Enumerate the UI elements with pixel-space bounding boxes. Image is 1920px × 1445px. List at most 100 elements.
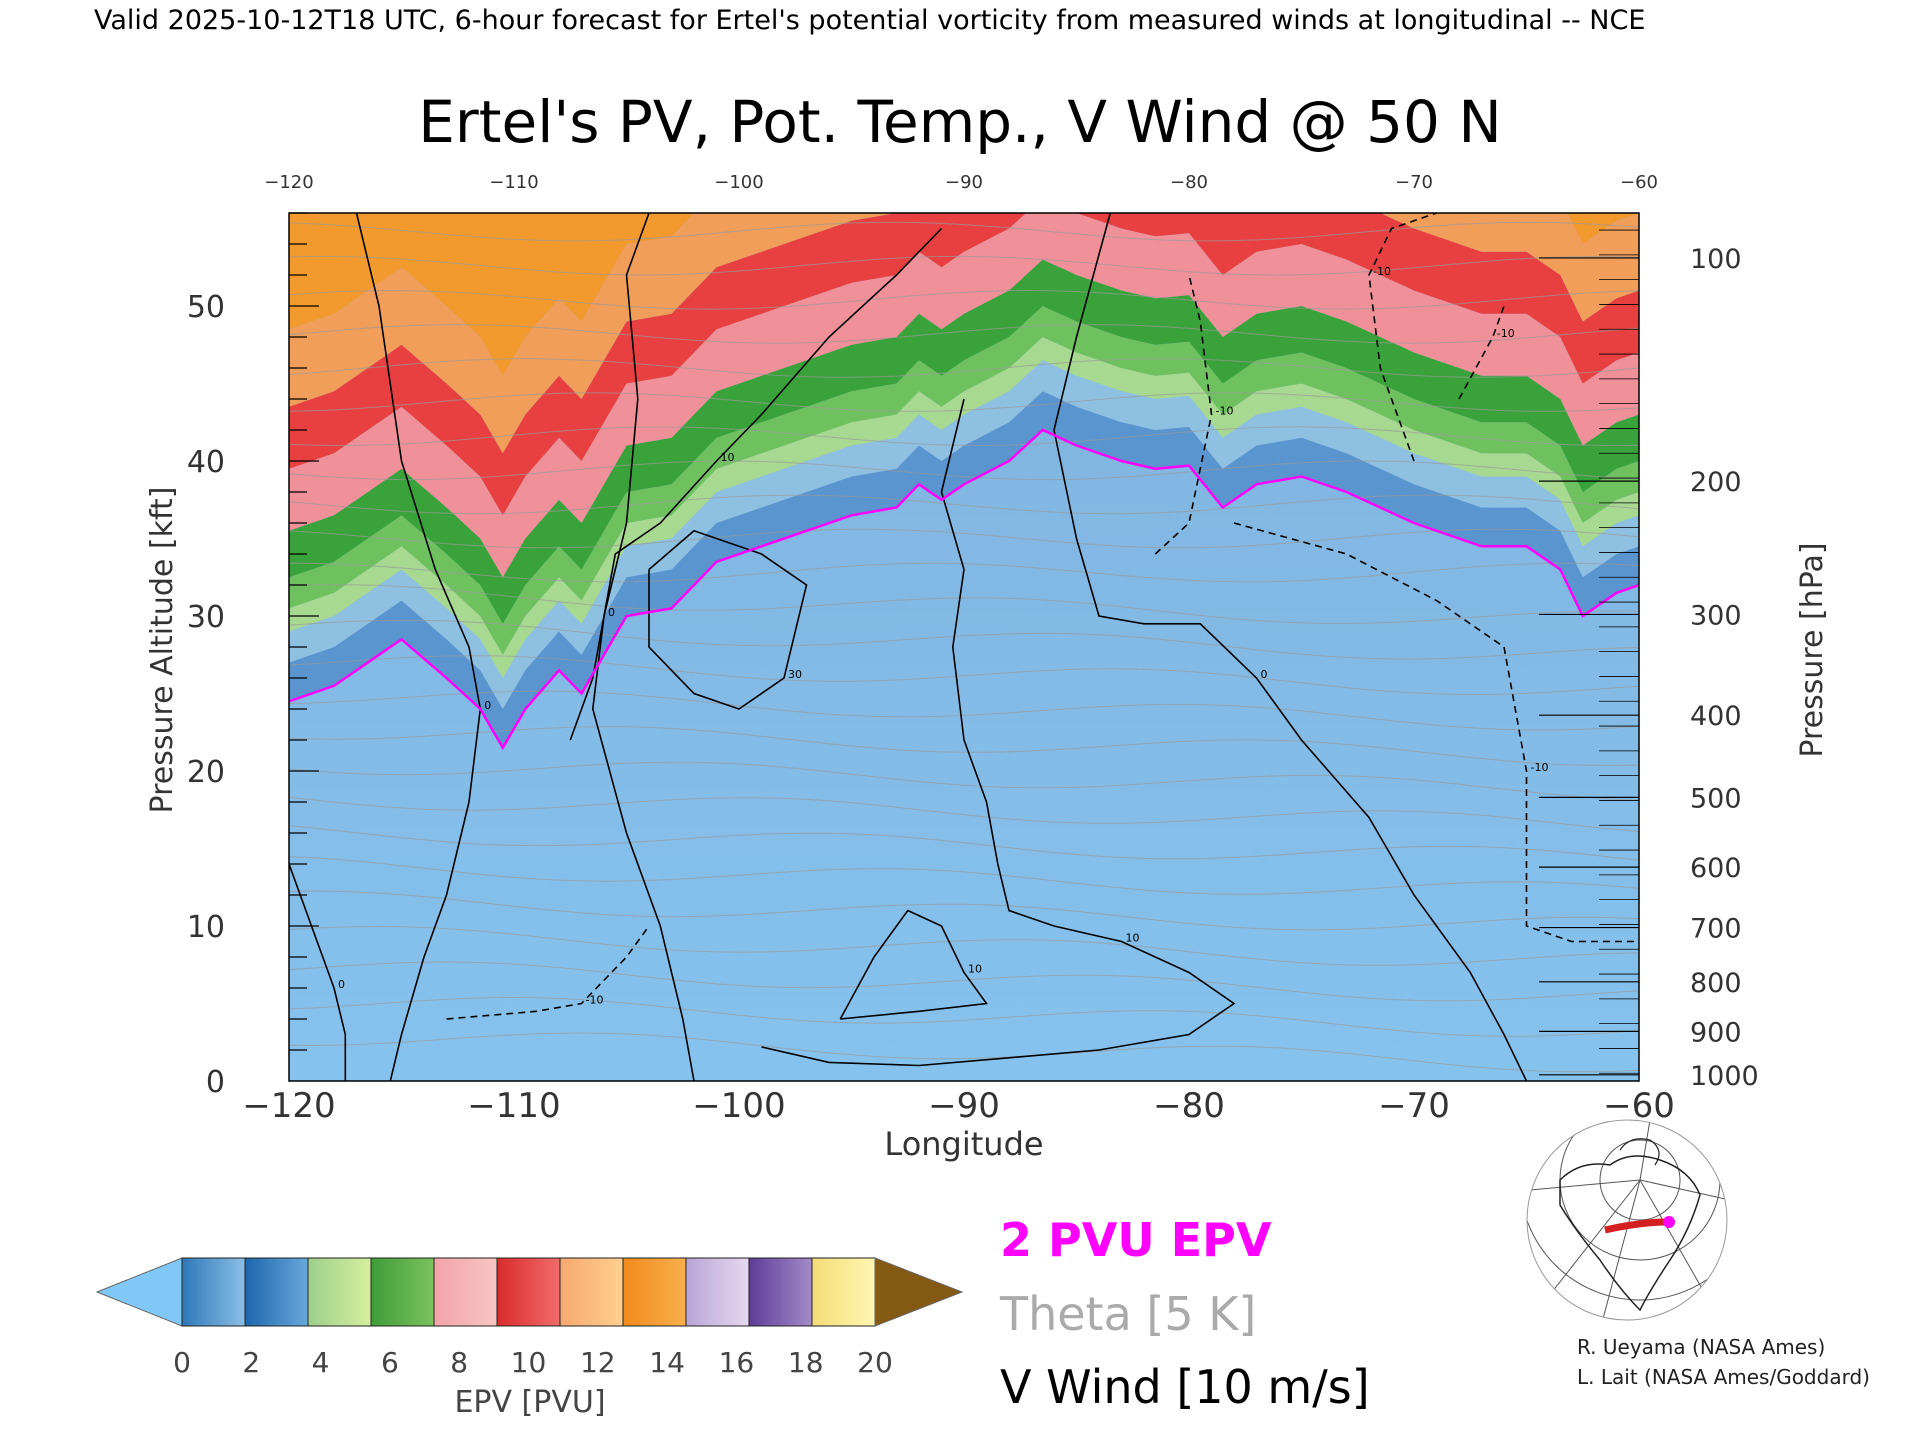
pv-band-5 bbox=[289, 213, 1639, 578]
v-wind-contour-7 bbox=[648, 529, 808, 710]
x-bottom-tick-label: −90 bbox=[928, 1086, 1000, 1126]
credit-2: L. Lait (NASA Ames/Goddard) bbox=[1577, 1365, 1870, 1389]
v-wind-contour-label: 0 bbox=[1261, 668, 1268, 681]
pv-band-4 bbox=[289, 259, 1639, 624]
y-axis-right-label: Pressure [hPa] bbox=[1795, 542, 1830, 757]
line-key: 2 PVU EPV Theta [5 K] V Wind [10 m/s] bbox=[999, 1213, 1370, 1414]
colorbar-tick-label: 12 bbox=[580, 1346, 616, 1379]
theta-isentrope bbox=[289, 358, 1639, 378]
theta-isentropes bbox=[289, 221, 1639, 1073]
y-right-tick-label: 100 bbox=[1690, 244, 1742, 275]
pv-band-0 bbox=[289, 391, 1639, 748]
v-wind-contour-3 bbox=[1053, 213, 1528, 1081]
y-right-tick-label: 800 bbox=[1690, 968, 1742, 999]
pv-band-3 bbox=[289, 306, 1639, 655]
x-top-tick-label: −90 bbox=[945, 172, 983, 193]
v-wind-contour-label: 0 bbox=[608, 606, 615, 619]
y-right-tick-label: 400 bbox=[1690, 701, 1742, 732]
x-top-tick-label: −100 bbox=[714, 172, 763, 193]
theta-isentrope bbox=[289, 528, 1639, 549]
y-right-tick-label: 900 bbox=[1690, 1017, 1742, 1048]
colorbar-tick-label: 0 bbox=[173, 1346, 191, 1379]
theta-isentrope bbox=[289, 856, 1639, 895]
x-axis-label: Longitude bbox=[884, 1125, 1043, 1163]
colorbar-tick-label: 4 bbox=[312, 1346, 330, 1379]
y-right-tick-label: 500 bbox=[1690, 783, 1742, 814]
theta-isentrope bbox=[289, 289, 1639, 310]
x-bottom-tick-label: −100 bbox=[692, 1086, 785, 1126]
x-axis-top-labels: −120 −110 −100 −90 −80 −70 −60 bbox=[264, 172, 1658, 193]
colorbar-segment bbox=[244, 1257, 309, 1327]
colorbar-tick-label: 20 bbox=[857, 1346, 893, 1379]
x-top-tick-label: −60 bbox=[1620, 172, 1658, 193]
v-wind-contour-6 bbox=[839, 909, 988, 1020]
x-bottom-tick-label: −80 bbox=[1153, 1086, 1225, 1126]
theta-isentrope bbox=[289, 1032, 1639, 1073]
x-axis-bottom-labels: −120 −110 −100 −90 −80 −70 −60 bbox=[242, 1086, 1675, 1126]
theta-isentrope bbox=[289, 961, 1639, 1002]
colorbar-segment bbox=[181, 1257, 246, 1327]
v-wind-contour-label: -10 bbox=[1373, 265, 1391, 278]
key-theta: Theta [5 K] bbox=[999, 1287, 1256, 1341]
v-wind-contour-label: 0 bbox=[484, 699, 491, 712]
theta-isentrope bbox=[289, 796, 1639, 833]
theta-isentrope bbox=[289, 925, 1639, 966]
v-wind-contour-label: 10 bbox=[968, 963, 982, 976]
y-right-tick-label: 300 bbox=[1690, 600, 1742, 631]
v-wind-contour-8 bbox=[446, 925, 650, 1020]
x-top-tick-label: −70 bbox=[1395, 172, 1433, 193]
theta-isentrope bbox=[289, 619, 1639, 660]
x-bottom-tick-label: −60 bbox=[1603, 1086, 1675, 1126]
colorbar-segment bbox=[496, 1257, 561, 1327]
colorbar-tick-label: 10 bbox=[511, 1346, 547, 1379]
colorbar-segment bbox=[307, 1257, 372, 1327]
colorbar-segment bbox=[559, 1257, 624, 1327]
plot-area: 0 0 0 0 10 10 10 30 -10 -10 -10 -10 -10 bbox=[288, 212, 1640, 1082]
x-bottom-tick-label: −70 bbox=[1378, 1086, 1450, 1126]
epv-colorbar: 0 2 4 6 8 10 12 14 16 18 20 EPV [PVU] bbox=[95, 1257, 964, 1420]
y-axis-left-labels: 0 10 20 30 40 50 bbox=[187, 290, 225, 1100]
v-wind-contour-10 bbox=[1233, 522, 1639, 943]
theta-isentrope bbox=[289, 221, 1639, 242]
theta-isentrope bbox=[289, 890, 1639, 931]
y-right-tick-label: 600 bbox=[1690, 853, 1742, 884]
colorbar-tick-labels: 0 2 4 6 8 10 12 14 16 18 20 bbox=[173, 1346, 893, 1379]
header-line: Valid 2025-10-12T18 UTC, 6-hour forecast… bbox=[94, 5, 1645, 36]
left-axis-ticks bbox=[289, 212, 319, 1051]
v-wind-contour-label: 0 bbox=[338, 978, 345, 991]
y-axis-right-labels: 1000 900 800 700 600 500 400 300 200 100 bbox=[1690, 244, 1759, 1092]
theta-isentrope bbox=[289, 494, 1639, 515]
colorbar-over-triangle bbox=[874, 1257, 964, 1327]
y-right-tick-label: 700 bbox=[1690, 914, 1742, 945]
v-wind-contour-label: -10 bbox=[1531, 761, 1549, 774]
theta-isentrope bbox=[289, 562, 1639, 583]
colorbar-segment bbox=[433, 1257, 498, 1327]
theta-isentrope bbox=[289, 690, 1639, 731]
key-v-wind: V Wind [10 m/s] bbox=[1000, 1360, 1370, 1414]
y-right-tick-label: 1000 bbox=[1690, 1061, 1759, 1092]
colorbar-tick-label: 18 bbox=[788, 1346, 824, 1379]
y-left-tick-label: 20 bbox=[187, 755, 225, 790]
theta-isentrope bbox=[289, 460, 1639, 481]
x-top-tick-label: −120 bbox=[264, 172, 313, 193]
colorbar-segment bbox=[685, 1257, 750, 1327]
right-axis-ticks bbox=[1539, 229, 1639, 1076]
x-top-tick-label: −80 bbox=[1170, 172, 1208, 193]
colorbar-tick-label: 16 bbox=[719, 1346, 755, 1379]
theta-isentrope bbox=[289, 584, 1639, 625]
colorbar-tick-label: 14 bbox=[649, 1346, 685, 1379]
y-axis-left-label: Pressure Altitude [kft] bbox=[145, 487, 180, 814]
v-wind-contours: 0 0 0 0 10 10 10 30 -10 -10 -10 -10 -10 bbox=[289, 213, 1639, 1081]
chart-title: Ertel's PV, Pot. Temp., V Wind @ 50 N bbox=[418, 88, 1501, 156]
theta-isentrope bbox=[289, 996, 1639, 1037]
x-bottom-tick-label: −110 bbox=[467, 1086, 560, 1126]
theta-isentrope bbox=[289, 655, 1639, 696]
theta-isentrope bbox=[289, 255, 1639, 276]
y-left-tick-label: 40 bbox=[187, 445, 225, 480]
colorbar-segment bbox=[622, 1257, 687, 1327]
pv-band-1 bbox=[289, 360, 1639, 709]
colorbar-segment bbox=[748, 1257, 813, 1327]
v-wind-contour-label: -10 bbox=[1216, 405, 1234, 418]
